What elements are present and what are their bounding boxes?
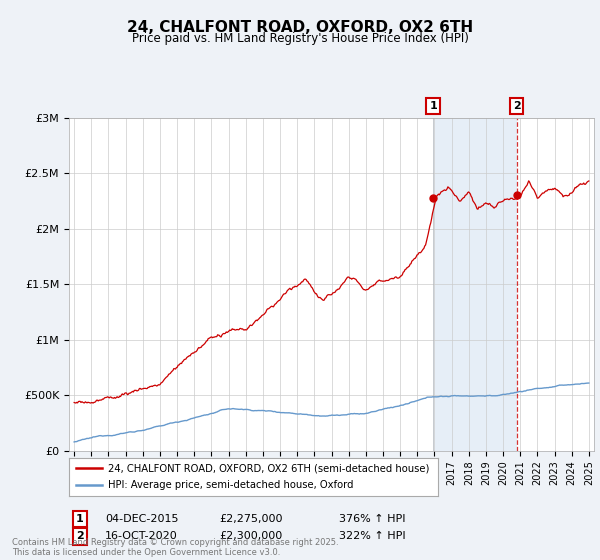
Text: £2,300,000: £2,300,000: [219, 531, 282, 542]
Text: 2: 2: [513, 101, 520, 111]
Text: 04-DEC-2015: 04-DEC-2015: [105, 514, 179, 524]
Text: Contains HM Land Registry data © Crown copyright and database right 2025.
This d: Contains HM Land Registry data © Crown c…: [12, 538, 338, 557]
Text: 24, CHALFONT ROAD, OXFORD, OX2 6TH (semi-detached house): 24, CHALFONT ROAD, OXFORD, OX2 6TH (semi…: [108, 463, 429, 473]
Text: HPI: Average price, semi-detached house, Oxford: HPI: Average price, semi-detached house,…: [108, 480, 353, 490]
Text: £2,275,000: £2,275,000: [219, 514, 283, 524]
Text: 322% ↑ HPI: 322% ↑ HPI: [339, 531, 406, 542]
Text: 2: 2: [76, 531, 83, 542]
Text: 24, CHALFONT ROAD, OXFORD, OX2 6TH: 24, CHALFONT ROAD, OXFORD, OX2 6TH: [127, 20, 473, 35]
Text: Price paid vs. HM Land Registry's House Price Index (HPI): Price paid vs. HM Land Registry's House …: [131, 32, 469, 45]
Text: 16-OCT-2020: 16-OCT-2020: [105, 531, 178, 542]
Text: 1: 1: [429, 101, 437, 111]
Bar: [433, 118, 517, 451]
Text: 1: 1: [76, 514, 83, 524]
Text: 376% ↑ HPI: 376% ↑ HPI: [339, 514, 406, 524]
